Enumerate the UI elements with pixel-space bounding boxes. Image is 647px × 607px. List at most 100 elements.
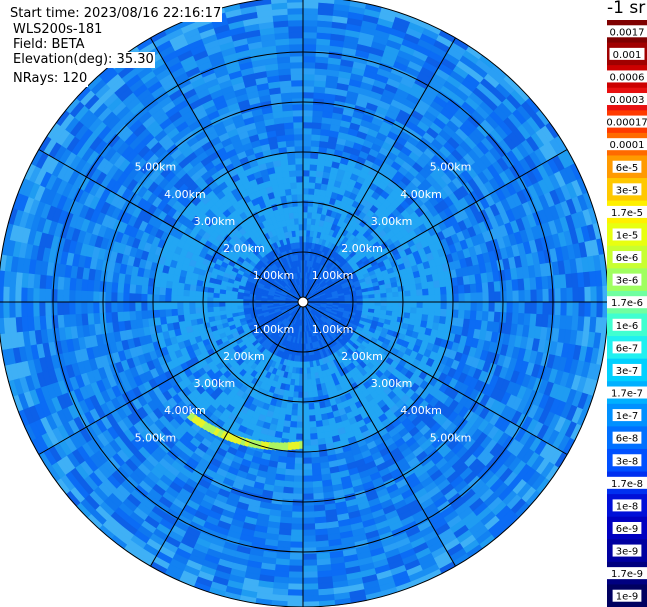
range-gate-cell — [307, 199, 314, 207]
range-gate-cell — [308, 421, 317, 429]
range-gate-cell — [302, 43, 317, 51]
range-gate-cell — [302, 193, 309, 201]
range-gate-cell — [302, 157, 311, 165]
range-gate-cell — [302, 529, 316, 537]
range-gate-cell — [302, 577, 319, 585]
range-gate-cell — [313, 402, 321, 410]
range-gate-cell — [458, 301, 466, 311]
range-gate-cell — [284, 468, 295, 477]
range-gate-cell — [110, 291, 118, 303]
range-gate-cell — [315, 420, 324, 428]
range-gate-cell — [134, 284, 143, 294]
range-gate-cell — [590, 301, 598, 318]
range-gate-cell — [288, 571, 304, 579]
range-gate-cell — [505, 312, 514, 325]
range-gate-cell — [302, 223, 308, 231]
range-gate-cell — [302, 445, 312, 453]
range-gate-cell — [281, 498, 293, 507]
range-gate-cell — [398, 306, 406, 313]
range-gate-cell — [397, 285, 405, 293]
range-gate-cell — [302, 217, 308, 225]
range-gate-cell — [560, 287, 568, 303]
range-gate-cell — [302, 439, 311, 447]
range-gate-cell — [308, 409, 316, 417]
range-gate-cell — [164, 301, 172, 310]
range-gate-cell — [302, 115, 314, 123]
range-gate-cell — [308, 415, 316, 423]
range-gate-cell — [302, 37, 318, 45]
range-gate-cell — [302, 175, 310, 183]
range-gate-cell — [62, 289, 70, 303]
range-gate-cell — [302, 1, 320, 9]
range-gate-cell — [506, 290, 514, 303]
range-gate-cell — [302, 0, 320, 3]
range-gate-cell — [183, 313, 191, 322]
range-gate-cell — [398, 301, 406, 308]
range-gate-cell — [470, 292, 478, 303]
range-gate-cell — [302, 469, 313, 477]
range-gate-cell — [440, 301, 448, 310]
range-gate-cell — [392, 296, 400, 303]
range-gate-cell — [481, 282, 490, 293]
range-gate-cell — [298, 379, 304, 387]
range-gate-cell — [511, 279, 520, 292]
range-gate-cell — [457, 309, 466, 320]
range-gate-cell — [122, 310, 131, 322]
range-gate-cell — [410, 295, 418, 303]
range-gate-cell — [296, 415, 304, 423]
range-gate-cell — [280, 504, 293, 513]
range-gate-cell — [463, 310, 472, 320]
range-gate-cell — [554, 288, 562, 303]
range-gate-cell — [313, 97, 325, 106]
range-gate-cell — [309, 432, 318, 441]
range-gate-cell — [200, 306, 208, 313]
range-gate-cell — [302, 97, 314, 105]
range-gate-cell — [201, 311, 209, 319]
range-gate-cell — [176, 295, 184, 303]
range-gate-cell — [596, 301, 604, 319]
range-gate-cell — [306, 373, 312, 381]
range-gate-cell — [530, 301, 538, 315]
range-gate-cell — [590, 286, 598, 303]
range-gate-cell — [290, 535, 304, 543]
range-gate-cell — [152, 301, 160, 311]
range-gate-cell — [313, 91, 326, 100]
range-gate-cell — [404, 307, 412, 314]
range-gate-cell — [134, 310, 143, 320]
range-gate-cell — [392, 301, 400, 308]
range-gate-cell — [302, 61, 316, 69]
range-gate-cell — [313, 408, 322, 416]
range-gate-cell — [164, 308, 173, 317]
range-gate-cell — [309, 157, 319, 166]
range-gate-cell — [302, 421, 310, 429]
range-gate-cell — [20, 301, 28, 318]
range-gate-cell — [542, 288, 550, 303]
range-gate-cell — [104, 301, 112, 313]
range-gate-cell — [289, 541, 304, 549]
range-gate-cell — [194, 296, 202, 303]
range-gate-cell — [140, 293, 148, 303]
range-gate-cell — [422, 295, 430, 303]
range-gate-cell — [410, 289, 418, 297]
range-gate-cell — [182, 295, 190, 303]
range-gate-cell — [292, 397, 299, 405]
range-gate-cell — [302, 55, 317, 63]
range-gate-cell — [302, 397, 309, 405]
range-gate-cell — [50, 301, 58, 316]
range-gate-cell — [122, 282, 131, 294]
range-gate-cell — [291, 403, 298, 411]
range-gate-cell — [500, 291, 508, 303]
range-gate-cell — [218, 297, 226, 303]
range-gate-cell — [74, 289, 82, 303]
range-gate-cell — [308, 193, 315, 201]
range-gate-cell — [283, 480, 294, 489]
range-gate-cell — [128, 301, 136, 312]
range-gate-cell — [224, 301, 232, 307]
range-gate-cell — [286, 601, 304, 607]
range-gate-cell — [302, 481, 314, 489]
range-gate-cell — [285, 462, 295, 471]
range-gate-cell — [512, 290, 520, 303]
range-gate-cell — [98, 301, 106, 313]
range-gate-cell — [32, 287, 40, 303]
range-gate-cell — [280, 510, 293, 519]
